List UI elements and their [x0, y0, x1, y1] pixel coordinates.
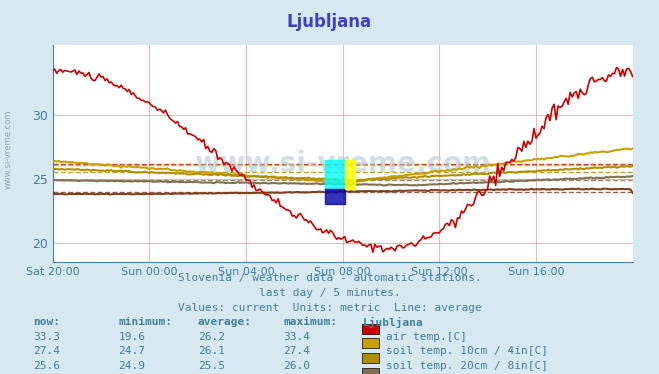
Text: Values: current  Units: metric  Line: average: Values: current Units: metric Line: aver…	[178, 303, 481, 313]
Text: 33.3: 33.3	[33, 332, 60, 341]
Text: minimum:: minimum:	[119, 317, 173, 327]
FancyBboxPatch shape	[362, 338, 379, 349]
Text: 26.2: 26.2	[198, 332, 225, 341]
Text: 25.5: 25.5	[198, 361, 225, 371]
Text: 33.4: 33.4	[283, 332, 310, 341]
Text: 26.0: 26.0	[283, 361, 310, 371]
FancyBboxPatch shape	[362, 324, 379, 334]
Text: www.si-vreme.com: www.si-vreme.com	[194, 150, 491, 178]
FancyBboxPatch shape	[362, 368, 379, 374]
Text: 24.9: 24.9	[119, 361, 146, 371]
Text: Ljubljana: Ljubljana	[362, 317, 423, 328]
Text: soil temp. 20cm / 8in[C]: soil temp. 20cm / 8in[C]	[386, 361, 548, 371]
Text: 27.4: 27.4	[283, 346, 310, 356]
Text: www.si-vreme.com: www.si-vreme.com	[3, 110, 13, 189]
FancyBboxPatch shape	[362, 353, 379, 363]
Text: 26.1: 26.1	[198, 346, 225, 356]
Text: last day / 5 minutes.: last day / 5 minutes.	[258, 288, 401, 298]
Text: 25.6: 25.6	[33, 361, 60, 371]
Text: 27.4: 27.4	[33, 346, 60, 356]
Text: soil temp. 10cm / 4in[C]: soil temp. 10cm / 4in[C]	[386, 346, 548, 356]
Text: 24.7: 24.7	[119, 346, 146, 356]
Text: maximum:: maximum:	[283, 317, 337, 327]
Text: 19.6: 19.6	[119, 332, 146, 341]
Text: Ljubljana: Ljubljana	[287, 13, 372, 31]
Text: average:: average:	[198, 317, 252, 327]
Text: now:: now:	[33, 317, 60, 327]
Text: Slovenia / weather data - automatic stations.: Slovenia / weather data - automatic stat…	[178, 273, 481, 283]
Text: air temp.[C]: air temp.[C]	[386, 332, 467, 341]
